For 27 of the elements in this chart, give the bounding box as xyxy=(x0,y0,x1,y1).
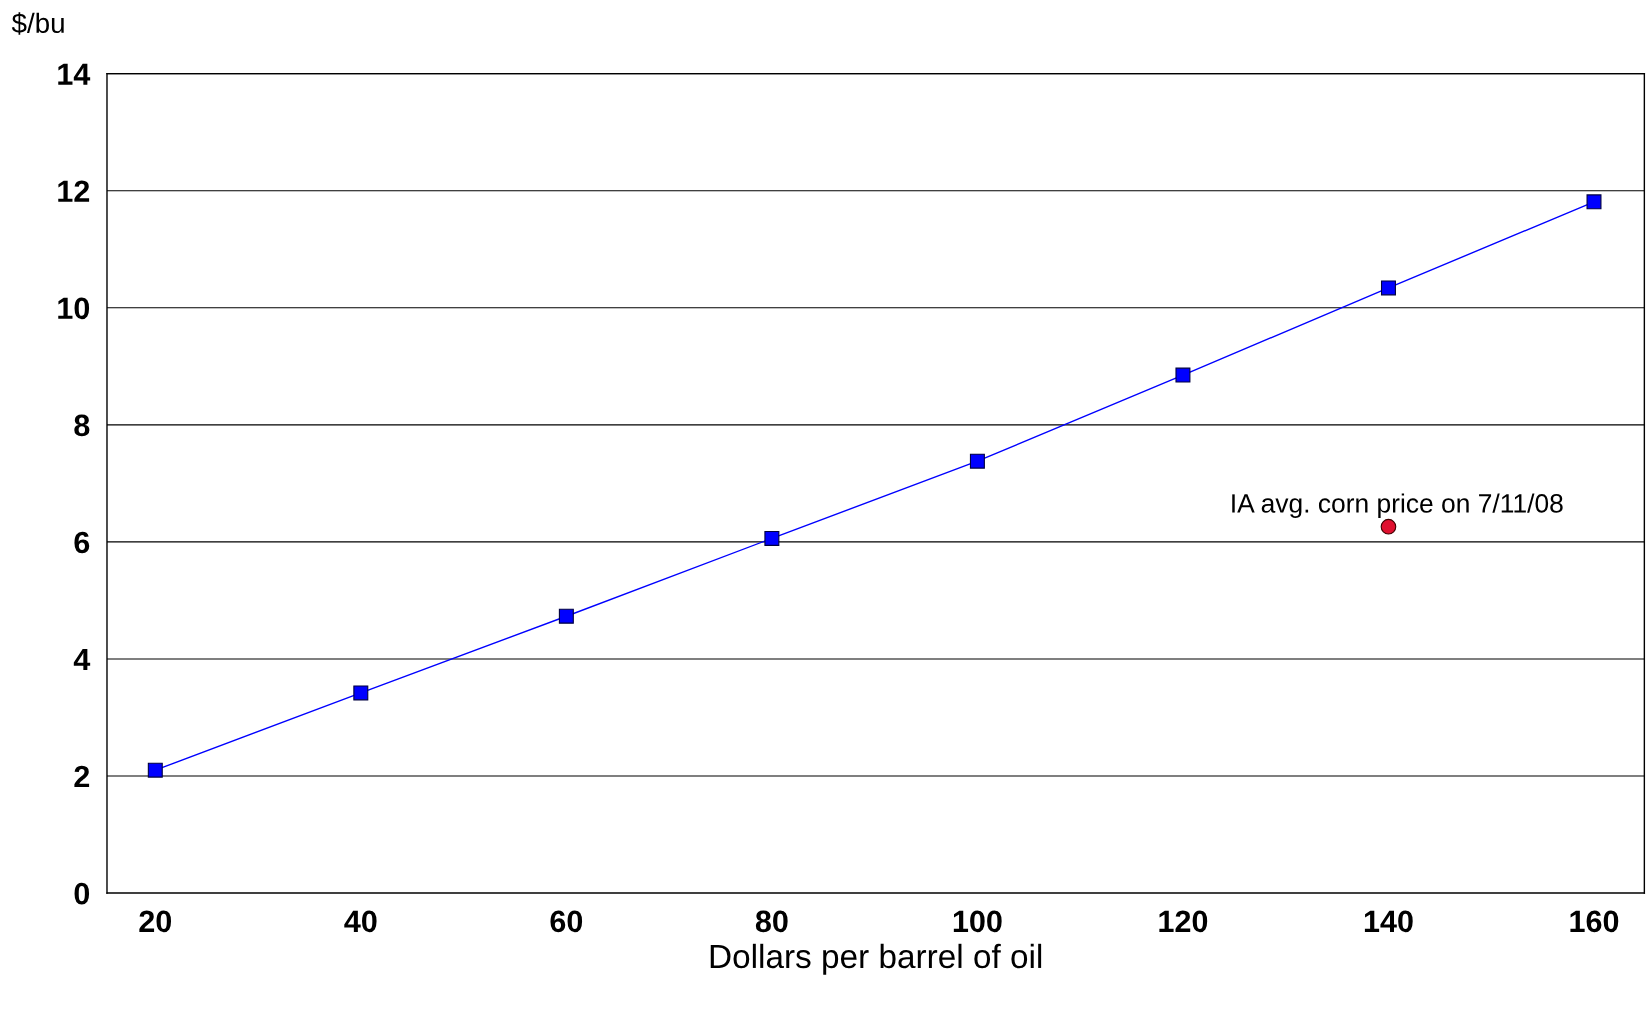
y-tick-label: 2 xyxy=(74,765,90,788)
annotation: IA avg. corn price on 7/11/08 xyxy=(1232,493,1563,518)
y-tick-label: 12 xyxy=(58,180,90,202)
point xyxy=(764,530,780,546)
x-tick-label: 20 xyxy=(139,910,172,933)
x-tick-label: 60 xyxy=(550,910,583,933)
x-tick-label: 40 xyxy=(344,910,377,933)
y-tick-label: 10 xyxy=(58,297,90,320)
y-tick-label: 6 xyxy=(74,531,90,554)
x-tick-label: 160 xyxy=(1570,910,1619,933)
y-tick-label: 14 xyxy=(58,63,91,85)
point xyxy=(1586,194,1602,210)
point xyxy=(1380,280,1396,296)
point xyxy=(969,453,985,469)
y-tick-label: 4 xyxy=(73,649,91,671)
x-tick-label: 80 xyxy=(755,910,788,933)
y-tick-label: 0 xyxy=(74,882,90,905)
point xyxy=(1175,367,1191,383)
x-axis-title: Dollars per barrel of oil xyxy=(710,943,1042,975)
x-tick-label: 140 xyxy=(1364,910,1413,933)
y-axis-title: $/bu xyxy=(11,12,64,35)
x-tick-label: 100 xyxy=(953,910,1002,933)
point xyxy=(147,762,163,778)
x-tick-label: 120 xyxy=(1159,910,1208,933)
point xyxy=(353,685,369,701)
y-tick-label: 8 xyxy=(74,414,90,437)
point xyxy=(558,608,574,624)
